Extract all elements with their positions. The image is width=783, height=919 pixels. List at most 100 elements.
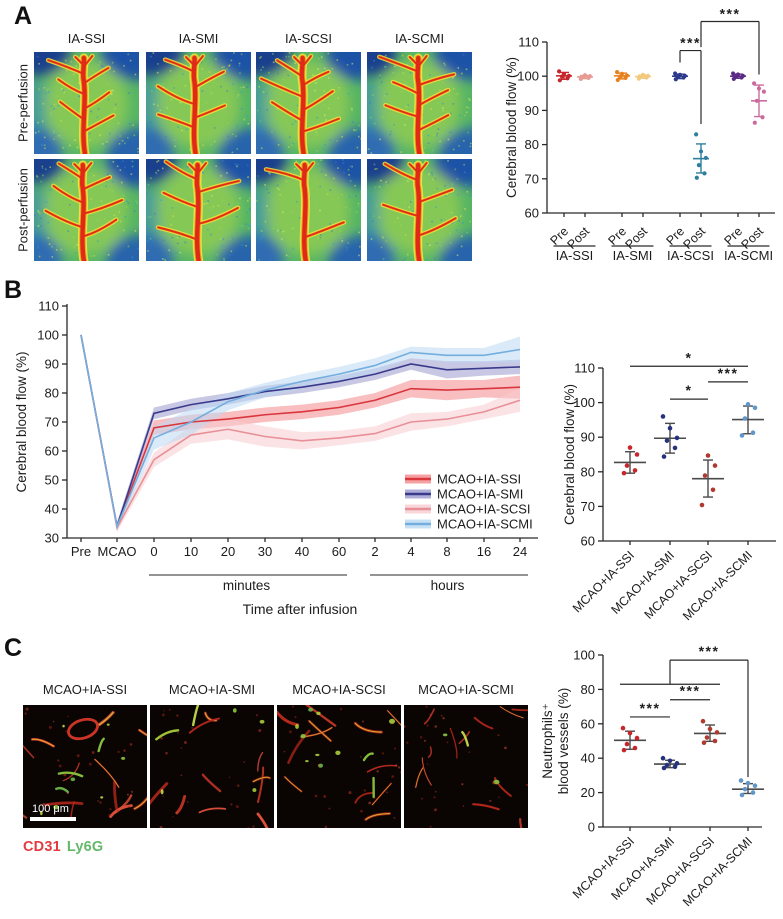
speckle-dot: [293, 167, 296, 170]
y-tick-label: 20: [581, 785, 595, 800]
vessel-trunk: [194, 162, 201, 261]
speckle-dot: [44, 147, 46, 150]
speckle-dot: [213, 127, 216, 129]
speckle-dot: [317, 163, 319, 165]
data-point: [672, 764, 678, 770]
speckle-dot: [396, 115, 399, 117]
vessel-red: [201, 773, 222, 793]
speckle-dot: [127, 92, 130, 94]
legend-label: MCAO+IA-SCSI: [437, 502, 531, 517]
speckle-dot: [240, 91, 243, 93]
fluo-speck: [497, 734, 500, 737]
speckle-dot: [239, 77, 241, 80]
speckle-dot: [55, 89, 58, 92]
speckle-dot: [38, 251, 41, 254]
y-tick-label: 40: [581, 751, 595, 766]
y-axis-label: Cerebral blood flow (%): [504, 57, 519, 198]
speckle-dot: [247, 122, 250, 125]
fluo-speck: [191, 726, 194, 730]
speckle-dot: [405, 83, 408, 85]
fluo-structures: [23, 707, 147, 821]
speckle-dot: [291, 144, 294, 146]
speckle-dot: [292, 143, 294, 145]
vessel-red: [304, 705, 337, 727]
speckle-dot: [374, 186, 377, 189]
fluorescence-image-mcao+ia-scmi: [404, 705, 528, 828]
speckle-dot: [340, 237, 343, 239]
speckle-dot: [260, 237, 262, 240]
speckle-dot: [62, 146, 65, 149]
fluo-speck: [65, 730, 68, 733]
speckle-dot: [221, 244, 223, 247]
speckle-dot: [246, 115, 249, 118]
speckle-dot: [215, 165, 217, 167]
speckle-dot: [435, 242, 438, 245]
significance-stars: *: [686, 382, 693, 398]
speckle-dot: [337, 167, 339, 169]
speckle-dot: [413, 160, 416, 163]
neutrophil-green-dot: [335, 750, 341, 755]
panel-a-row-label: Pre-perfusion: [15, 63, 31, 143]
speckle-dot: [210, 233, 212, 236]
vessel-branch: [57, 78, 86, 95]
speckle-dot: [237, 96, 239, 98]
speckle-dot: [424, 160, 427, 162]
speckle-dot: [373, 59, 376, 62]
speckle-dot: [38, 130, 40, 133]
speckle-image-pre-ia-smi: [146, 52, 251, 154]
speckle-dot: [178, 235, 181, 238]
speckle-dot: [257, 175, 260, 177]
speckle-dot: [236, 148, 239, 150]
data-point: [660, 755, 666, 761]
vessel-branch: [304, 162, 314, 174]
speckle-dot: [230, 250, 233, 253]
vessel-branch: [73, 163, 85, 174]
y-tick-label: 100: [573, 648, 595, 663]
speckle-dot: [70, 163, 73, 165]
speckle-dot: [232, 83, 234, 85]
speckle-dot: [127, 245, 130, 248]
fluo-speck: [386, 791, 388, 794]
speckle-dot: [179, 101, 182, 104]
speckle-dot: [435, 206, 438, 208]
fluorescence-image: [150, 705, 274, 828]
speckle-dot: [168, 249, 170, 252]
vessel-tree: [263, 160, 347, 261]
speckle-dot: [227, 135, 229, 138]
fluo-speck: [57, 759, 60, 762]
vessel-branch: [82, 176, 111, 191]
speckle-dot: [170, 223, 172, 226]
speckle-dot: [456, 254, 459, 257]
fluo-speck: [288, 730, 292, 734]
speckle-dot: [70, 60, 73, 63]
speckle-dot: [137, 147, 139, 150]
speckle-dot: [41, 120, 44, 123]
speckle-dot: [451, 222, 454, 224]
vessel-branch: [194, 104, 226, 119]
speckle-dot: [228, 64, 231, 66]
speckle-dot: [111, 190, 114, 193]
speckle-dot: [327, 107, 330, 110]
speckle-dot: [176, 236, 179, 239]
speckle-dot: [340, 193, 343, 196]
speckle-dot: [93, 174, 95, 177]
speckle-dot: [155, 171, 157, 174]
speckle-dot: [384, 65, 387, 68]
speckle-dot: [116, 165, 119, 168]
speckle-dot: [179, 251, 182, 254]
y-tick-label: 80: [581, 682, 595, 697]
speckle-dot: [453, 222, 456, 225]
speckle-dot: [398, 221, 401, 223]
speckle-dot: [205, 102, 208, 104]
data-point: [698, 149, 704, 154]
y-tick-label: 70: [525, 171, 539, 186]
fluo-speck: [360, 756, 362, 758]
significance-stars: ***: [680, 683, 701, 699]
speckle-dot: [347, 242, 350, 244]
speckle-dot: [119, 169, 122, 171]
speckle-dot: [346, 247, 348, 249]
neutrophil-green-dot: [100, 796, 104, 799]
speckle-dot: [289, 136, 291, 139]
fluo-speck: [421, 797, 423, 800]
fluorescence-image: [277, 705, 401, 828]
